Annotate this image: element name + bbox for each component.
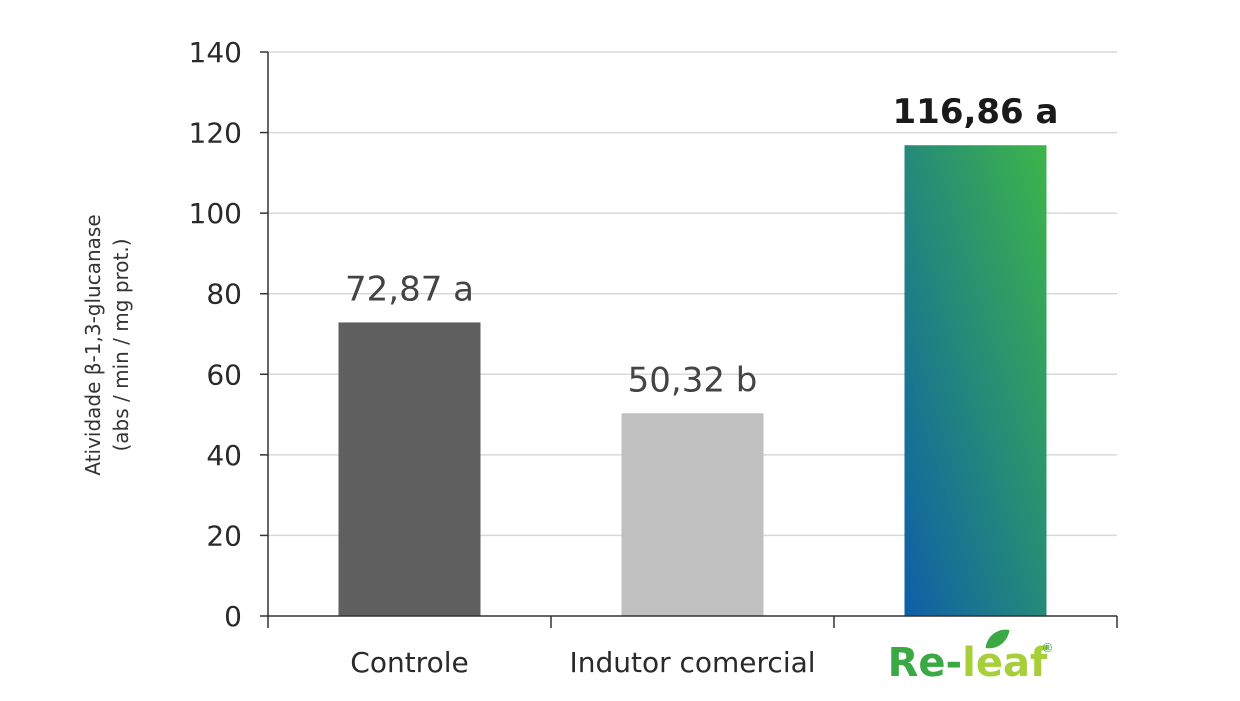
y-tick-label: 20 bbox=[206, 519, 242, 552]
y-tick-label: 80 bbox=[206, 278, 242, 311]
logo-wordmark: Re-leaf bbox=[888, 640, 1048, 686]
y-axis-label-line1: Atividade β-1,3-glucanase bbox=[81, 214, 105, 475]
data-label-1: 50,32 b bbox=[628, 360, 758, 400]
y-tick-label: 140 bbox=[189, 36, 242, 69]
bar-1 bbox=[621, 413, 764, 616]
y-tick-label: 0 bbox=[224, 600, 242, 633]
registered-mark: ® bbox=[1042, 641, 1054, 655]
y-axis-label-line2: (abs / min / mg prot.) bbox=[109, 238, 133, 451]
y-tick-label: 120 bbox=[189, 117, 242, 150]
x-axis-categories: Controle Indutor comercial bbox=[350, 646, 815, 679]
data-label-0: 72,87 a bbox=[345, 269, 474, 309]
category-label-0: Controle bbox=[350, 646, 468, 679]
bar-2 bbox=[904, 145, 1047, 617]
category-label-1: Indutor comercial bbox=[569, 646, 815, 679]
bar-0 bbox=[338, 322, 481, 616]
y-tick-label: 100 bbox=[189, 197, 242, 230]
axes bbox=[267, 52, 1118, 628]
leaf-icon bbox=[985, 629, 1010, 649]
re-leaf-logo: Re-leaf® bbox=[888, 629, 1054, 686]
data-label-2: 116,86 a bbox=[893, 92, 1059, 132]
logo-prefix: Re- bbox=[888, 640, 963, 686]
y-axis-ticks: 0 20 40 60 80 100 120 140 bbox=[189, 36, 268, 633]
y-tick-label: 40 bbox=[206, 439, 242, 472]
data-labels: 72,87 a 50,32 b 116,86 a bbox=[345, 92, 1058, 400]
bars bbox=[338, 145, 1047, 617]
y-tick-label: 60 bbox=[206, 358, 242, 391]
logo-suffix: leaf bbox=[962, 640, 1048, 686]
